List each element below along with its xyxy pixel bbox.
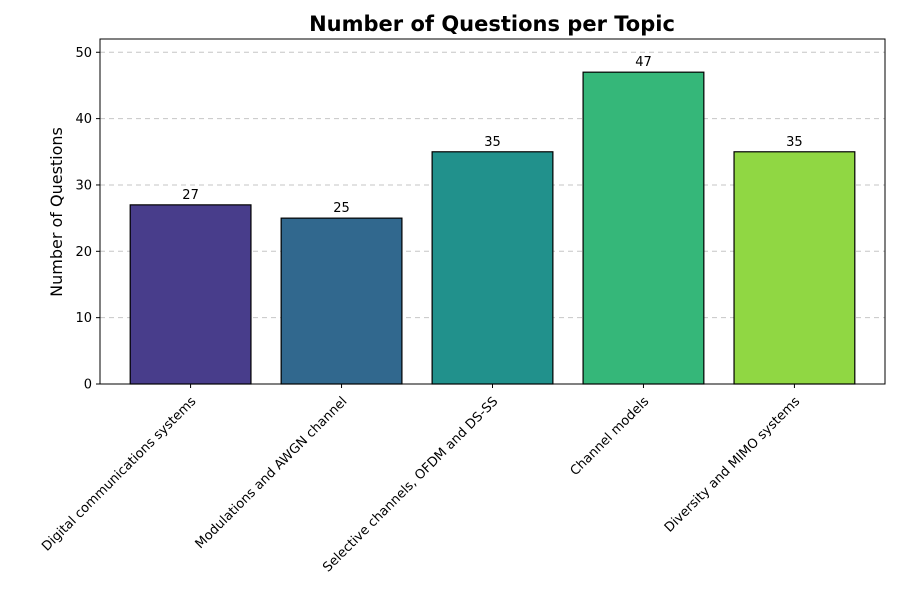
y-tick-label: 40 [75, 112, 92, 127]
x-axis-ticks: Digital communications systemsModulation… [39, 384, 803, 575]
x-tick-label: Modulations and AWGN channel [193, 394, 351, 552]
y-axis-label: Number of Questions [47, 127, 66, 297]
bar-value-label: 25 [333, 201, 350, 216]
x-tick-label: Digital communications systems [39, 394, 199, 554]
bar-value-label: 27 [182, 188, 199, 203]
bar [582, 71, 705, 385]
x-tick-label: Diversity and MIMO systems [662, 394, 804, 536]
bar-value-label: 47 [635, 55, 652, 70]
chart-title: Number of Questions per Topic [309, 12, 675, 36]
plot-frame [99, 38, 886, 385]
x-tick-label: Channel models [568, 394, 653, 479]
bars [129, 71, 856, 385]
bar-value-labels: 27 25 35 47 35 [182, 55, 802, 216]
bar [431, 151, 554, 385]
y-tick-label: 50 [75, 46, 92, 61]
bar [280, 217, 403, 385]
bar [129, 204, 252, 385]
bar-value-label: 35 [786, 135, 803, 150]
bar [733, 151, 856, 385]
y-tick-label: 30 [75, 178, 92, 193]
bar-value-label: 35 [484, 135, 501, 150]
y-tick-label: 0 [84, 378, 92, 393]
y-tick-label: 20 [75, 245, 92, 260]
x-tick-label: Selective channels, OFDM and DS-SS [320, 394, 501, 575]
y-tick-label: 10 [75, 311, 92, 326]
y-axis-ticks: 0 10 20 30 40 50 [75, 46, 100, 393]
